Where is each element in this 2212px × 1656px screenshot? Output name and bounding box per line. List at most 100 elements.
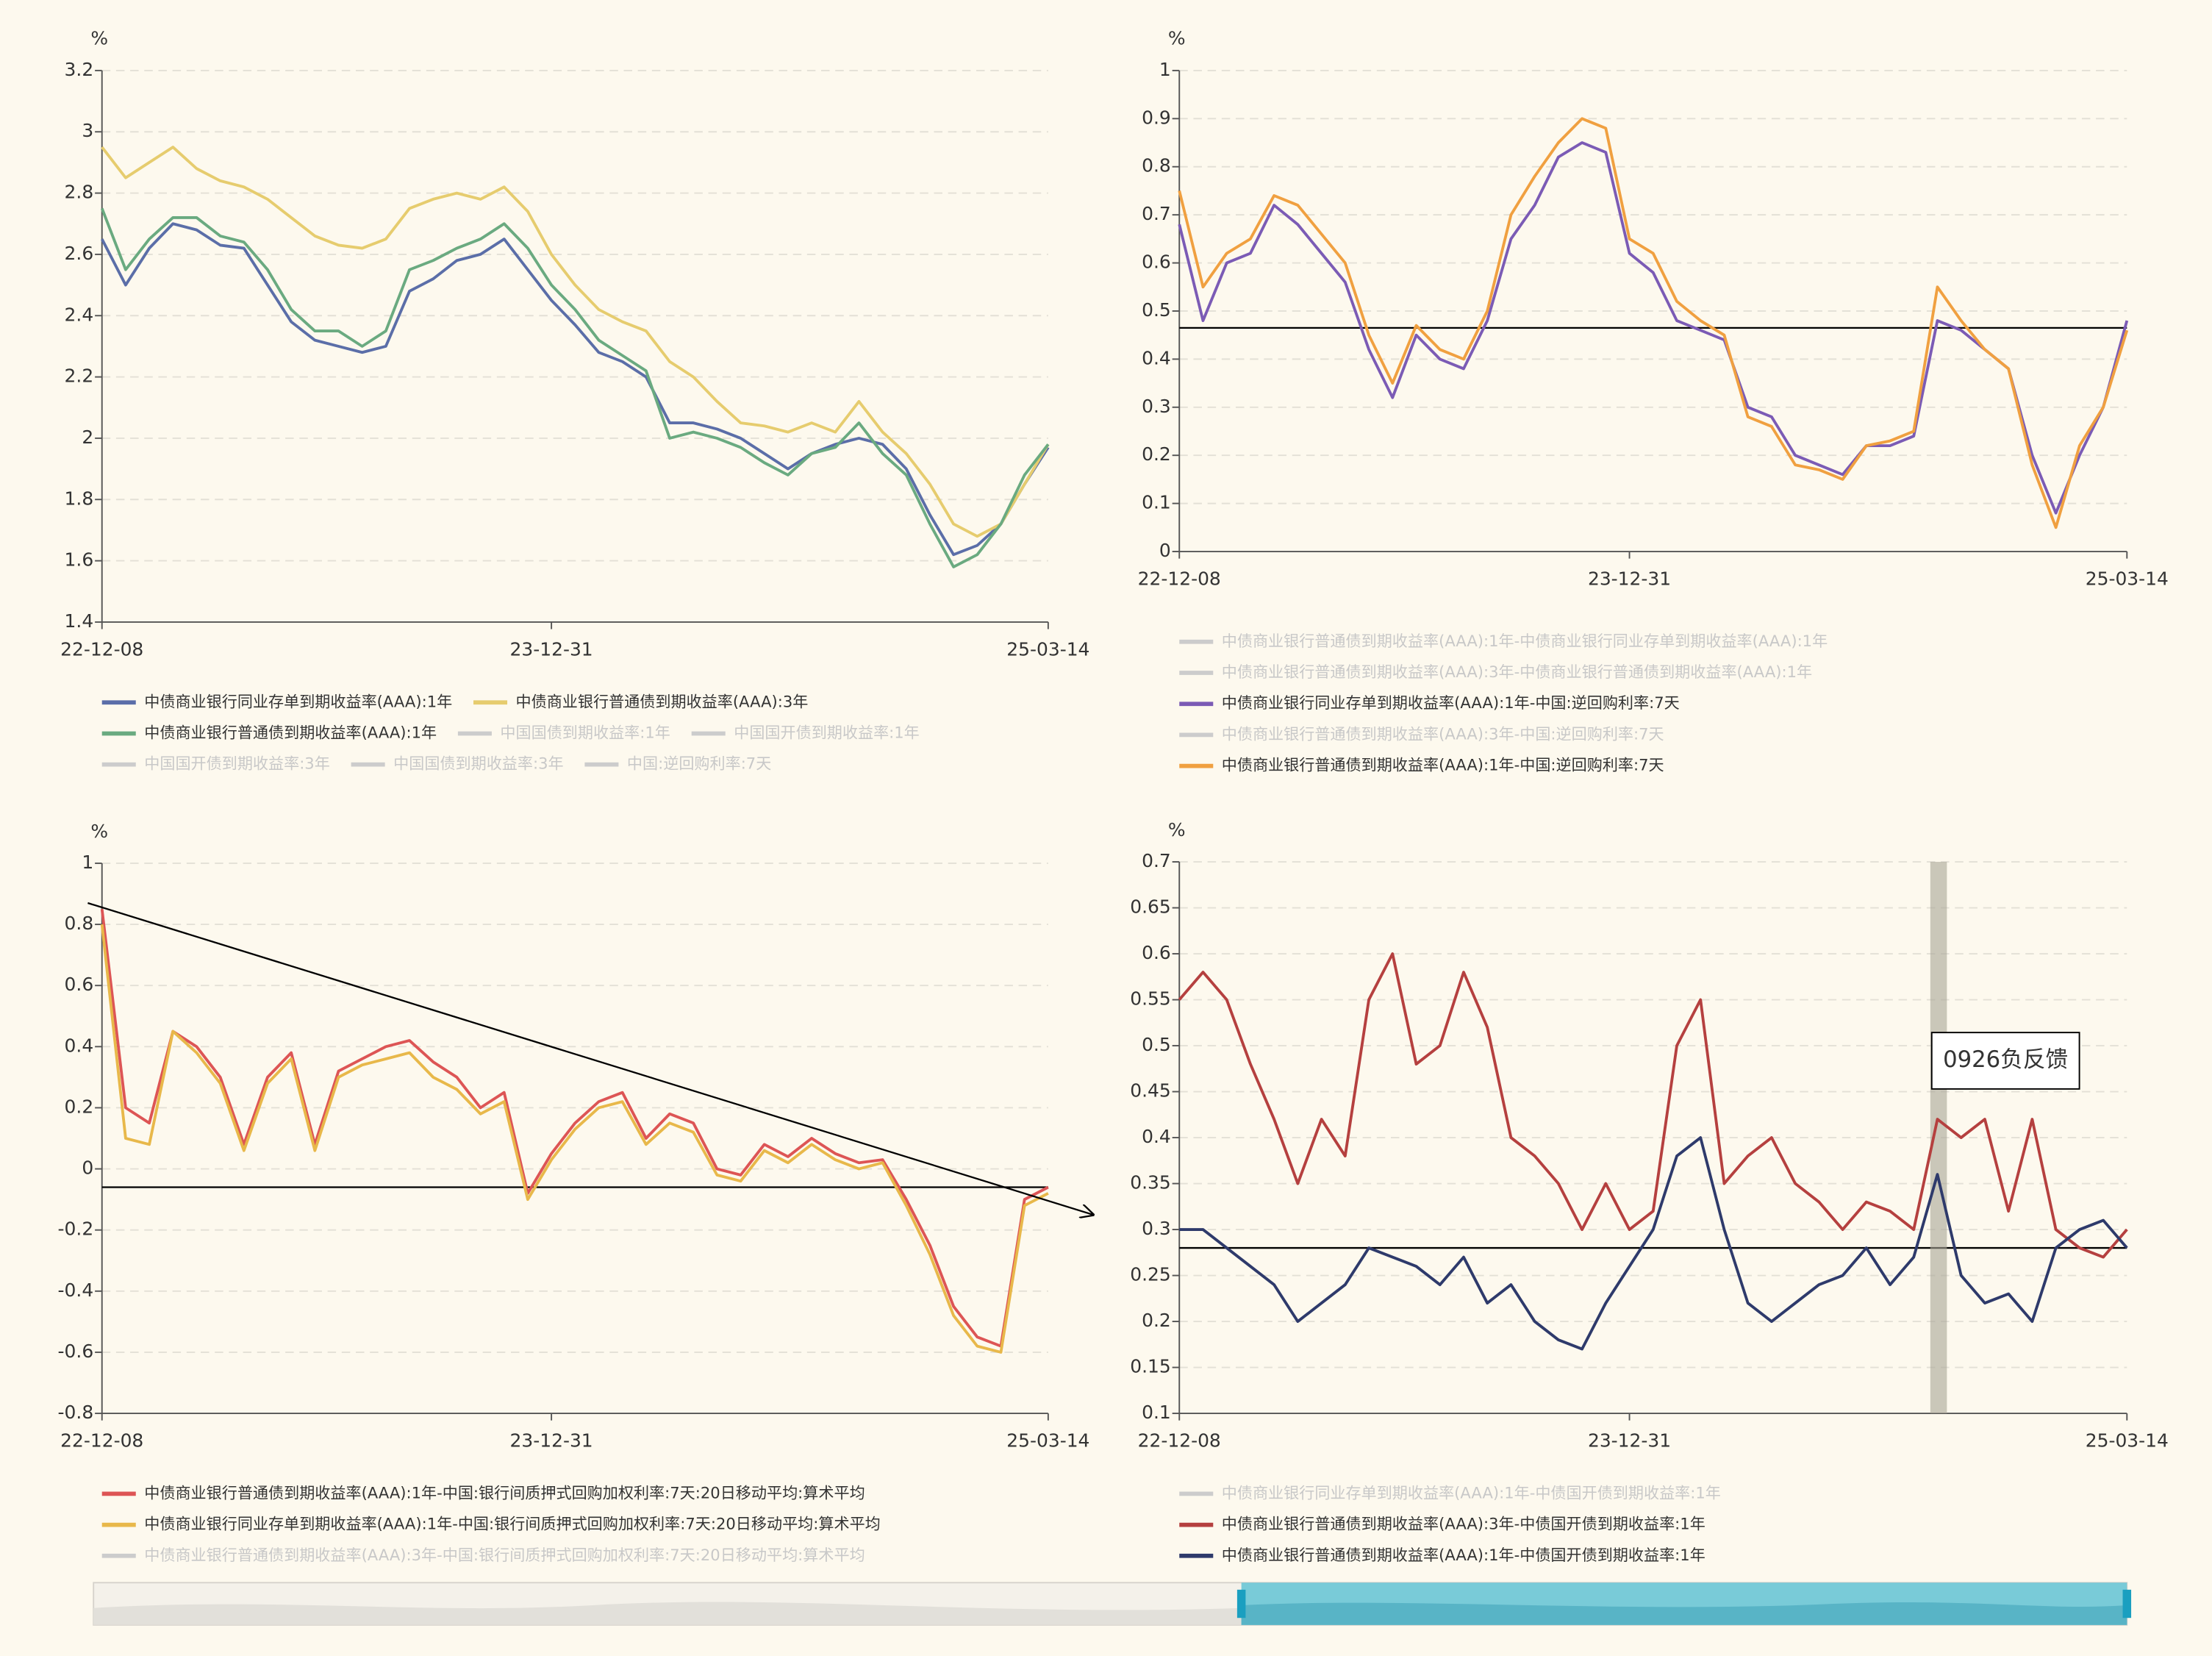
legend-label: 中债商业银行同业存单到期收益率(AAA):1年-中国:银行间质押式回购加权利率:… [144, 1515, 881, 1533]
series-line [100, 909, 1049, 1348]
legend-label: 中债商业银行同业存单到期收益率(AAA):1年-中国:逆回购利率:7天 [1222, 693, 1680, 712]
y-tick-label: 1.8 [65, 488, 94, 509]
y-tick-label: 2.6 [65, 243, 94, 264]
legend-item[interactable]: 中国国债到期收益率:1年 [457, 723, 670, 741]
y-tick-label: 0 [1159, 540, 1171, 561]
zoom-handle[interactable] [1236, 1589, 1246, 1618]
legend-label: 中债商业银行同业存单到期收益率(AAA):1年-中债国开债到期收益率:1年 [1222, 1483, 1721, 1502]
y-tick-label: 1.4 [65, 610, 94, 632]
legend-item[interactable]: 中债商业银行同业存单到期收益率(AAA):1年 [101, 692, 453, 710]
x-tick-label: 22-12-08 [60, 1430, 143, 1451]
legend-item[interactable]: 中债商业银行同业存单到期收益率(AAA):1年-中国:逆回购利率:7天 [1179, 693, 1680, 712]
zoom-handle[interactable] [2122, 1589, 2132, 1618]
legend-label: 中债商业银行同业存单到期收益率(AAA):1年 [144, 692, 452, 710]
legend-label: 中债商业银行普通债到期收益率(AAA):3年-中债国开债到期收益率:1年 [1222, 1515, 1705, 1533]
legend-item[interactable]: 中债商业银行普通债到期收益率(AAA):3年-中债商业银行普通债到期收益率(AA… [1179, 663, 1812, 681]
highlight-band [1930, 862, 1947, 1414]
y-tick-label: -0.6 [58, 1341, 94, 1362]
y-tick-label: 0.1 [1142, 492, 1171, 513]
y-tick-label: 0.3 [1142, 1218, 1171, 1239]
series-line [1178, 117, 2129, 529]
legend-label: 中债商业银行普通债到期收益率(AAA):3年-中国:银行间质押式回购加权利率:7… [144, 1546, 865, 1564]
y-tick-label: 0.6 [65, 974, 94, 995]
y-tick-label: 0.3 [1142, 396, 1171, 417]
annotation-label: 0926负反馈 [1943, 1047, 2068, 1073]
legend-label: 中国国开债到期收益率:3年 [144, 754, 330, 773]
x-tick-label: 23-12-31 [1588, 568, 1671, 589]
y-axis-label: % [1168, 28, 1186, 49]
x-tick-label: 25-03-14 [1006, 1430, 1089, 1451]
y-tick-label: 0.4 [65, 1035, 94, 1056]
legend-item[interactable]: 中国国债到期收益率:3年 [351, 754, 564, 773]
y-tick-label: 0.7 [1142, 203, 1171, 224]
x-tick-label: 23-12-31 [1588, 1430, 1671, 1451]
trend-line [87, 902, 1093, 1215]
legend-item[interactable]: 中债商业银行普通债到期收益率(AAA):1年-中债国开债到期收益率:1年 [1179, 1546, 1705, 1564]
legend-item[interactable]: 中债商业银行普通债到期收益率(AAA):3年-中国:银行间质押式回购加权利率:7… [101, 1546, 865, 1564]
y-tick-label: 0 [82, 1157, 93, 1179]
y-tick-label: 0.6 [1142, 251, 1171, 273]
legend-item[interactable]: 中债商业银行普通债到期收益率(AAA):1年 [101, 723, 437, 741]
legend-label: 中债商业银行普通债到期收益率(AAA):1年-中国:银行间质押式回购加权利率:7… [144, 1483, 865, 1502]
data-zoom[interactable] [93, 1582, 2132, 1626]
series-line [1178, 952, 2128, 1259]
y-tick-label: 0.2 [1142, 1310, 1171, 1331]
y-tick-label: 0.6 [1142, 942, 1171, 963]
series-line [101, 146, 1050, 538]
series-line [1179, 1136, 2128, 1351]
x-tick-label: 22-12-08 [1138, 568, 1221, 589]
x-tick-label: 23-12-31 [510, 638, 593, 660]
series-line [100, 924, 1049, 1354]
y-tick-label: 3 [82, 120, 93, 141]
legend-label: 中债商业银行普通债到期收益率(AAA):1年-中债国开债到期收益率:1年 [1222, 1546, 1705, 1564]
legend-label: 中债商业银行普通债到期收益率(AAA):1年-中国:逆回购利率:7天 [1222, 756, 1664, 774]
legend-item[interactable]: 中债商业银行同业存单到期收益率(AAA):1年-中债国开债到期收益率:1年 [1179, 1483, 1721, 1502]
legend-item[interactable]: 中国:逆回购利率:7天 [584, 754, 771, 773]
legend-item[interactable]: 中国国开债到期收益率:3年 [101, 754, 330, 773]
zoom-selection-preview [1241, 1602, 2127, 1625]
y-tick-label: 0.4 [1142, 347, 1171, 368]
y-tick-label: 0.2 [1142, 443, 1171, 465]
legend-label: 中债商业银行普通债到期收益率(AAA):3年-中债商业银行普通债到期收益率(AA… [1222, 663, 1812, 681]
annotation: 0926负反馈 [1930, 1032, 2080, 1090]
legend-item[interactable]: 中债商业银行普通债到期收益率(AAA):3年-中国:逆回购利率:7天 [1179, 724, 1664, 743]
legend-label: 中国:逆回购利率:7天 [627, 754, 771, 773]
legend-item[interactable]: 中债商业银行普通债到期收益率(AAA):3年 [473, 692, 808, 710]
y-tick-label: 0.7 [1142, 850, 1171, 871]
y-tick-label: 1 [1159, 59, 1171, 80]
legend-item[interactable]: 中债商业银行普通债到期收益率(AAA):1年-中国:银行间质押式回购加权利率:7… [101, 1483, 865, 1502]
y-tick-label: -0.4 [58, 1280, 94, 1301]
annotation-box [1930, 1032, 2080, 1090]
y-tick-label: 0.45 [1130, 1080, 1171, 1102]
zoom-preview [93, 1602, 1242, 1625]
y-tick-label: 0.25 [1130, 1264, 1171, 1285]
y-tick-label: 3.2 [65, 59, 94, 80]
y-tick-label: 1.6 [65, 549, 94, 571]
y-tick-label: -0.8 [58, 1402, 94, 1423]
series-line [101, 222, 1050, 557]
x-tick-label: 25-03-14 [2086, 1430, 2169, 1451]
legend-label: 中债商业银行普通债到期收益率(AAA):1年-中债商业银行同业存单到期收益率(A… [1222, 632, 1828, 650]
legend-item[interactable]: 中债商业银行普通债到期收益率(AAA):1年-中债商业银行同业存单到期收益率(A… [1179, 632, 1828, 650]
y-tick-label: 2 [82, 427, 93, 448]
y-tick-label: 0.5 [1142, 1034, 1171, 1055]
y-tick-label: 0.1 [1142, 1402, 1171, 1423]
y-tick-label: 0.2 [65, 1096, 94, 1117]
legend-label: 中国国债到期收益率:3年 [393, 754, 563, 773]
series-line [1178, 141, 2129, 515]
legend-item[interactable]: 中国国开债到期收益率:1年 [691, 723, 920, 741]
y-tick-label: 2.8 [65, 182, 94, 203]
y-axis-label: % [90, 821, 108, 842]
legend-item[interactable]: 中债商业银行普通债到期收益率(AAA):1年-中国:逆回购利率:7天 [1179, 756, 1664, 774]
legend-item[interactable]: 中债商业银行普通债到期收益率(AAA):3年-中债国开债到期收益率:1年 [1179, 1515, 1705, 1533]
y-tick-label: 1 [82, 852, 93, 873]
y-tick-label: 0.8 [1142, 155, 1171, 176]
legend-label: 中债商业银行普通债到期收益率(AAA):1年 [144, 723, 437, 741]
y-tick-label: 0.9 [1142, 107, 1171, 128]
y-tick-label: 0.65 [1130, 896, 1171, 918]
x-tick-label: 25-03-14 [1006, 638, 1089, 660]
legend-item[interactable]: 中债商业银行同业存单到期收益率(AAA):1年-中国:银行间质押式回购加权利率:… [101, 1515, 881, 1533]
y-tick-label: 0.4 [1142, 1126, 1171, 1147]
